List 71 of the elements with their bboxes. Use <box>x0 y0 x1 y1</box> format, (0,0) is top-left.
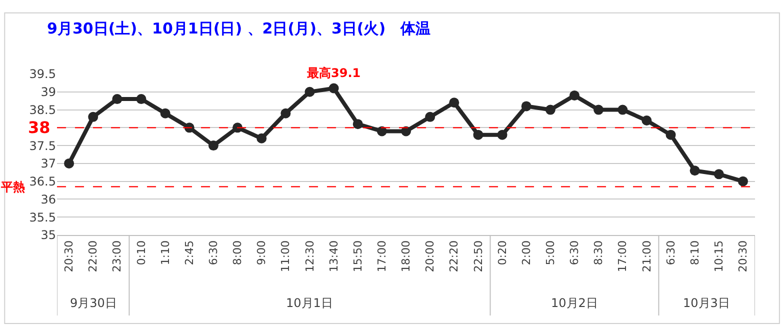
x-tick-label: 20:30 <box>736 240 750 272</box>
x-tick-label: 18:00 <box>400 240 413 272</box>
point <box>256 133 267 144</box>
x-tick-label: 20:30 <box>62 240 76 272</box>
point <box>545 104 556 115</box>
point <box>642 116 652 126</box>
point <box>280 108 291 118</box>
y-tick-label: 35.5 <box>29 210 56 224</box>
x-tick-label: 22:00 <box>86 240 100 272</box>
x-tick-label: 6:30 <box>207 240 220 266</box>
point <box>666 130 676 140</box>
text: 10月1日 <box>286 296 333 310</box>
point <box>714 169 724 180</box>
point <box>738 176 748 186</box>
x-tick-label: 10:15 <box>712 240 726 272</box>
point <box>569 90 580 100</box>
point <box>425 112 436 122</box>
x-tick-label: 6:30 <box>664 240 678 266</box>
x-tick-label: 2:45 <box>182 240 196 266</box>
x-tick-label: 21:00 <box>640 240 654 272</box>
x-tick-label: 8:30 <box>592 240 606 266</box>
y-tick-label: 39.5 <box>29 67 56 82</box>
x-tick-label: 1:10 <box>158 240 172 266</box>
chart-title: 9月30日(土)、10月1日(日) 、2日(月)、3日(火) 体温 <box>47 20 431 38</box>
point <box>64 158 74 168</box>
ref-line-label: 38 <box>28 118 50 137</box>
ref-line-label: 平熱 <box>0 180 25 194</box>
point <box>88 112 98 122</box>
x-tick-label: 11:00 <box>279 240 292 272</box>
y-tick-label: 36.5 <box>29 174 56 189</box>
point <box>449 98 460 108</box>
point <box>521 101 532 112</box>
point <box>112 94 122 104</box>
x-tick-label: 13:40 <box>327 240 340 272</box>
text: 9月30日 <box>70 296 117 310</box>
x-tick-label: 22:20 <box>448 240 461 272</box>
y-tick-label: 39 <box>40 85 56 100</box>
x-tick-label: 6:30 <box>568 240 582 266</box>
x-tick-label: 8:00 <box>231 240 244 266</box>
x-tick-label: 2:00 <box>520 240 533 266</box>
y-tick-label: 37 <box>40 156 56 171</box>
x-tick-label: 8:10 <box>688 240 702 266</box>
y-tick-label: 37.5 <box>29 138 56 153</box>
x-tick-label: 17:00 <box>376 240 389 272</box>
annotation: 最高39.1 <box>306 66 361 80</box>
text: 10月3日 <box>683 296 730 310</box>
x-tick-label: 17:00 <box>616 240 630 272</box>
y-tick-label: 38.5 <box>29 102 56 117</box>
text: 10月2日 <box>551 296 598 310</box>
x-tick-label: 0:20 <box>496 240 509 266</box>
x-tick-label: 9:00 <box>255 240 268 266</box>
point <box>618 104 628 115</box>
point <box>497 130 508 140</box>
point <box>304 86 315 97</box>
point <box>352 119 363 130</box>
point <box>473 130 484 140</box>
x-tick-label: 12:30 <box>303 240 316 272</box>
y-tick-label: 36 <box>40 192 56 206</box>
point <box>690 166 700 176</box>
x-tick-label: 22:50 <box>472 240 485 272</box>
x-tick-label: 23:00 <box>110 240 124 272</box>
x-tick-label: 0:10 <box>134 240 148 266</box>
point <box>328 83 339 94</box>
point <box>136 94 146 104</box>
x-tick-label: 20:00 <box>424 240 437 272</box>
y-tick-label: 35 <box>40 228 56 242</box>
point <box>208 140 218 151</box>
x-tick-label: 5:00 <box>544 240 557 266</box>
point <box>594 104 604 115</box>
point <box>160 108 170 118</box>
x-tick-label: 15:50 <box>351 240 364 272</box>
